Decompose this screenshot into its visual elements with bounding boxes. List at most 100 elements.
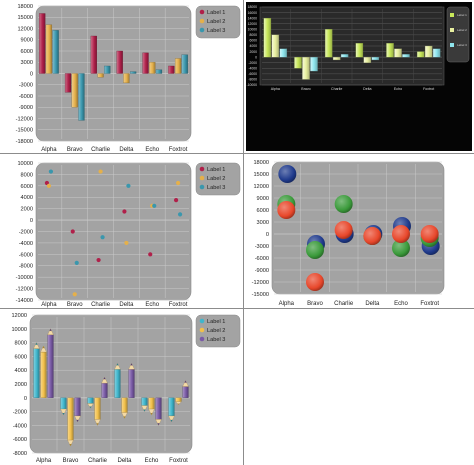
y-tick-label: 12000 xyxy=(11,313,27,319)
legend-marker xyxy=(450,13,454,17)
chart-5-pencil-bars: 12000 10000 8000 6000 4000 2000 0 -2000 -4000 -60… xyxy=(0,309,243,465)
scatter-point xyxy=(96,257,101,263)
y-tick-label: -6000 xyxy=(13,437,27,443)
y-tick-label: 16000 xyxy=(248,11,258,15)
legend-label: Label 1 xyxy=(457,13,467,17)
legend-marker xyxy=(199,336,205,342)
bar xyxy=(45,24,53,74)
y-tick-label: 4000 xyxy=(21,195,33,201)
y-tick-label: 0 xyxy=(255,55,257,59)
x-tick-label: Bravo xyxy=(67,147,83,153)
bar xyxy=(123,73,130,84)
y-tick-label: -6000 xyxy=(19,252,33,258)
y-tick-label: -8000 xyxy=(19,264,33,270)
x-tick-label: Bravo xyxy=(301,87,310,91)
x-tick-label: Bravo xyxy=(63,458,79,464)
x-tick-label: Charlie xyxy=(91,147,111,153)
legend-marker xyxy=(199,18,205,24)
bubble xyxy=(306,241,324,259)
x-tick-label: Alpha xyxy=(279,301,295,307)
bar xyxy=(424,45,433,58)
pencil-bar xyxy=(47,334,54,398)
x-tick-label: Echo xyxy=(145,147,159,153)
y-tick-label: 8000 xyxy=(21,172,33,178)
y-tick-label: 3000 xyxy=(21,60,33,66)
bubble xyxy=(278,165,297,183)
x-tick-label: Alpha xyxy=(41,147,57,153)
x-tick-label: Echo xyxy=(145,458,159,464)
scatter-point xyxy=(148,252,153,257)
x-tick-label: Alpha xyxy=(36,458,52,464)
pencil-lead xyxy=(150,412,153,416)
y-tick-label: 18000 xyxy=(248,5,258,9)
bar xyxy=(371,56,380,61)
y-tick-label: -6000 xyxy=(248,72,257,76)
y-tick-label: 2000 xyxy=(249,50,257,54)
bar xyxy=(263,17,272,58)
y-tick-label: -12000 xyxy=(16,287,33,293)
pencil-bar xyxy=(67,397,74,441)
pencil-tip xyxy=(94,419,101,426)
x-tick-label: Charlie xyxy=(88,458,108,464)
chart-5-svg: 12000 10000 8000 6000 4000 2000 0 -2000 -4000 -60… xyxy=(11,313,241,464)
pencil-bar xyxy=(155,397,162,420)
y-tick-label: 2000 xyxy=(15,382,27,388)
bar xyxy=(363,56,372,63)
y-tick-label: 6000 xyxy=(21,184,33,190)
pencil-lead xyxy=(170,419,173,422)
x-tick-label: Charlie xyxy=(334,301,354,307)
pencil-lead xyxy=(116,363,119,366)
pencil-lead xyxy=(35,342,38,345)
pencil-tip xyxy=(87,403,94,409)
bubble xyxy=(277,201,296,219)
y-tick-label: -4000 xyxy=(13,423,27,429)
pencil-tip xyxy=(182,380,189,387)
legend-marker xyxy=(199,9,205,15)
y-tick-label: 10000 xyxy=(248,27,258,31)
y-tick-label: 6000 xyxy=(249,39,257,43)
bar xyxy=(90,35,97,74)
y-tick-label: 12000 xyxy=(17,26,33,32)
scatter-point xyxy=(98,169,103,174)
pencil-lead xyxy=(177,403,180,405)
y-tick-label: 4000 xyxy=(249,44,257,48)
legend-box xyxy=(446,6,470,63)
legend-marker xyxy=(199,27,205,33)
y-tick-label: -4000 xyxy=(19,241,33,247)
y-tick-label: 18000 xyxy=(253,160,269,166)
x-tick-label: Delta xyxy=(117,458,132,464)
y-tick-label: 8000 xyxy=(15,341,27,347)
pencil-lead xyxy=(143,409,146,412)
pencil-tip xyxy=(175,401,182,405)
bar xyxy=(104,65,111,74)
legend-box xyxy=(195,5,241,39)
y-tick-label: 3000 xyxy=(257,220,269,226)
legend-label: Label 1 xyxy=(207,319,225,325)
bar xyxy=(78,73,85,121)
bar xyxy=(97,73,104,78)
x-tick-label: Alpha xyxy=(41,302,57,308)
y-tick-label: -12000 xyxy=(16,116,33,122)
grid-divider-vertical xyxy=(243,0,244,465)
legend-marker xyxy=(199,184,205,190)
pencil-lead xyxy=(123,416,126,419)
bar xyxy=(302,56,310,80)
legend-label: Label 3 xyxy=(207,337,225,343)
scatter-point xyxy=(70,229,75,234)
bar xyxy=(432,48,441,58)
pencil-tip xyxy=(168,415,175,423)
x-tick-label: Delta xyxy=(365,301,380,307)
bar xyxy=(340,54,349,58)
pencil-bar xyxy=(175,397,182,402)
y-tick-label: 2000 xyxy=(21,207,33,213)
y-tick-label: -4000 xyxy=(248,66,257,70)
bar xyxy=(279,48,288,58)
legend-label: Label 3 xyxy=(207,185,225,191)
scatter-point xyxy=(48,169,54,174)
pencil-tip xyxy=(155,419,162,426)
legend-box xyxy=(195,162,241,196)
pencil-lead xyxy=(103,377,106,380)
pencil-lead xyxy=(96,423,99,426)
y-tick-label: 15000 xyxy=(253,172,269,178)
